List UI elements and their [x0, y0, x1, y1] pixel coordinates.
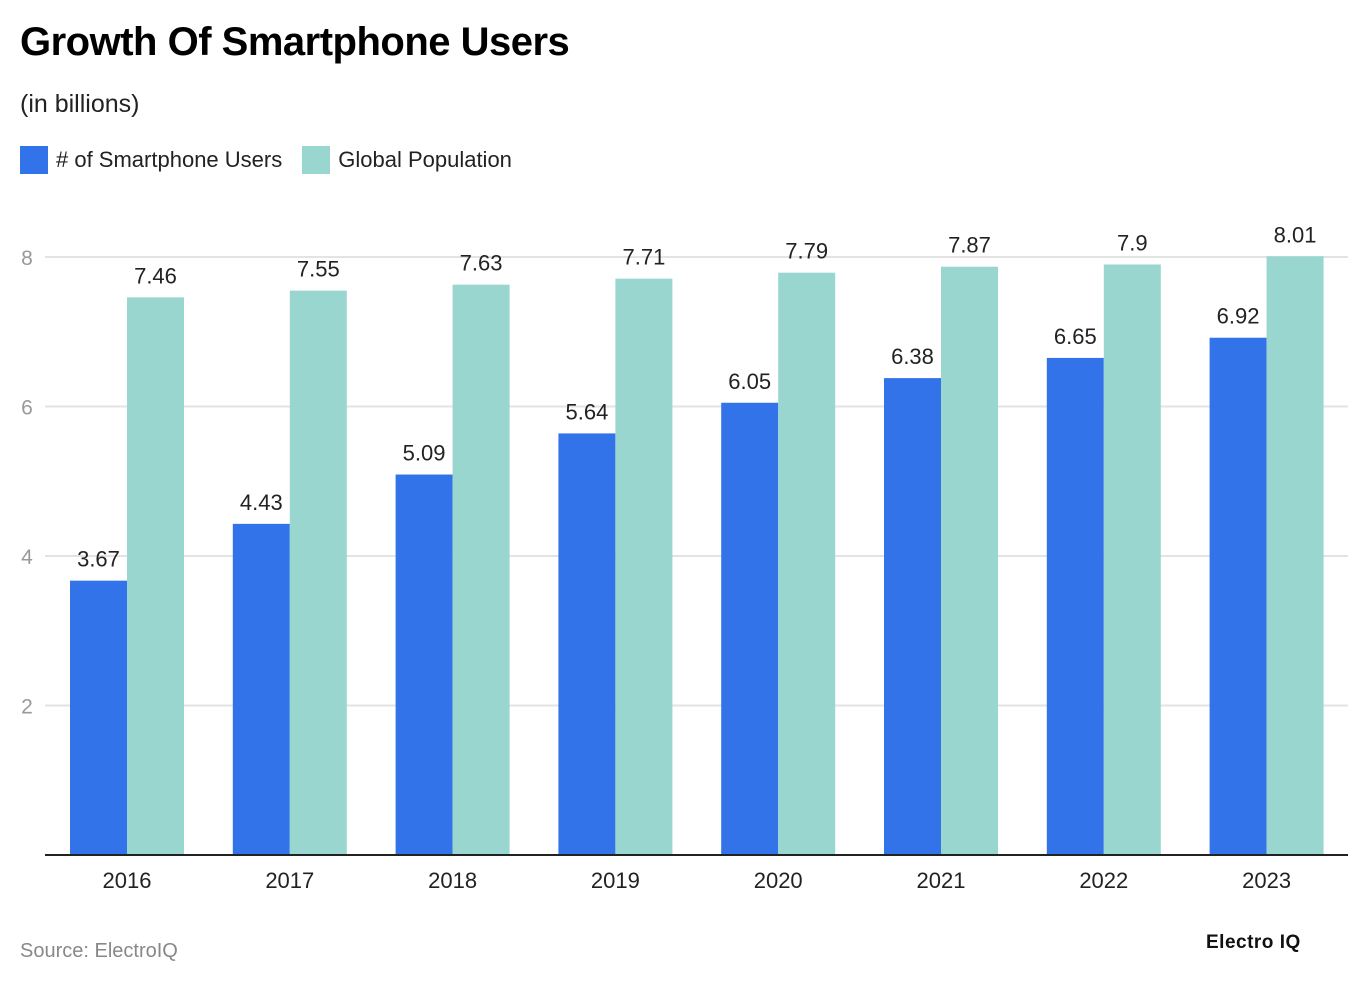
bar-smartphone-users: [232, 523, 290, 855]
bar-global-population: [1103, 264, 1161, 856]
legend-label: # of Smartphone Users: [56, 147, 283, 172]
data-label: 6.65: [1054, 324, 1097, 349]
bar-global-population: [289, 290, 347, 855]
electroiq-logo: Electro IQ: [1206, 932, 1301, 953]
data-label: 5.09: [403, 441, 446, 466]
y-tick-label: 8: [21, 247, 33, 270]
bar-smartphone-users: [721, 402, 779, 855]
x-tick-label: 2019: [591, 868, 640, 893]
legend-label: Global Population: [338, 147, 512, 172]
bar-global-population: [127, 297, 184, 855]
legend-item-global-population: Global Population: [302, 146, 512, 174]
data-label: 3.67: [77, 547, 120, 572]
data-label: 7.71: [622, 245, 665, 270]
data-label: 8.01: [1274, 222, 1317, 247]
legend-swatch-global-population: [302, 146, 331, 174]
x-tick-label: 2017: [265, 868, 314, 893]
data-label: 6.38: [891, 344, 934, 369]
bar-global-population: [1266, 256, 1324, 855]
data-label: 4.43: [240, 490, 283, 515]
legend-swatch-smartphone-users: [20, 146, 48, 174]
bar-smartphone-users: [1209, 337, 1267, 856]
source-note: Source: ElectroIQ: [20, 940, 178, 962]
x-tick-label: 2023: [1242, 868, 1291, 893]
bar-smartphone-users: [1046, 357, 1104, 855]
x-tick-label: 2020: [754, 868, 803, 893]
bar-smartphone-users: [884, 378, 941, 855]
data-label: 6.92: [1217, 304, 1260, 329]
data-label: 7.46: [134, 263, 177, 288]
bar-smartphone-users: [70, 580, 127, 855]
bar-global-population: [615, 278, 673, 855]
data-label: 7.79: [785, 239, 828, 264]
bar-global-population: [941, 266, 998, 855]
data-label: 7.87: [948, 233, 991, 258]
x-tick-label: 2021: [917, 868, 966, 893]
data-label: 7.63: [460, 251, 503, 276]
x-tick-label: 2022: [1079, 868, 1128, 893]
chart-subtitle: (in billions): [20, 90, 140, 118]
bar-global-population: [452, 284, 510, 856]
data-label: 6.05: [728, 369, 771, 394]
y-tick-label: 2: [21, 696, 33, 719]
chart-title: Growth Of Smartphone Users: [20, 20, 570, 64]
data-label: 5.64: [565, 399, 608, 424]
y-tick-label: 6: [21, 397, 33, 420]
bar-global-population: [778, 272, 836, 855]
y-tick-label: 4: [21, 546, 33, 569]
bar-smartphone-users: [395, 474, 453, 855]
bar-smartphone-users: [558, 433, 616, 855]
data-label: 7.55: [297, 257, 340, 282]
x-tick-label: 2016: [103, 868, 152, 893]
legend: # of Smartphone Users Global Population: [20, 146, 532, 174]
data-label: 7.9: [1117, 230, 1148, 255]
x-tick-label: 2018: [428, 868, 477, 893]
legend-item-smartphone-users: # of Smartphone Users: [20, 146, 282, 174]
